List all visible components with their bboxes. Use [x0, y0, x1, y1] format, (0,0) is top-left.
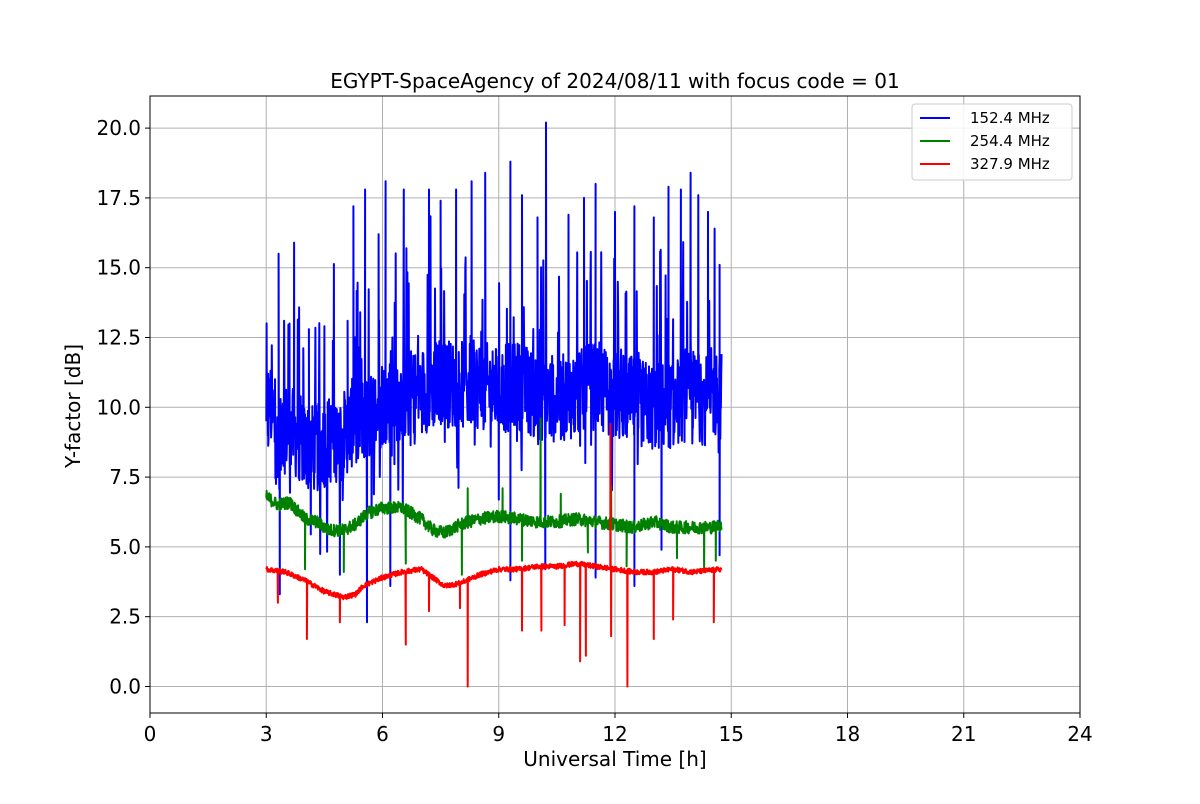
x-tick-label: 6 — [376, 722, 389, 746]
y-tick-label: 7.5 — [109, 465, 141, 489]
series-line-3 — [265, 423, 723, 688]
x-tick-label: 18 — [835, 722, 860, 746]
x-tick-label: 21 — [951, 722, 976, 746]
x-tick-label: 0 — [144, 722, 157, 746]
x-tick-label: 12 — [602, 722, 627, 746]
y-tick-label: 17.5 — [96, 186, 141, 210]
y-tick-label: 10.0 — [96, 395, 141, 419]
series-line-1 — [265, 121, 723, 624]
y-tick-label: 5.0 — [109, 535, 141, 559]
y-tick-label: 15.0 — [96, 256, 141, 280]
y-axis-ticks: 0.0 2.5 5.0 7.5 10.0 12.5 15.0 17.5 20.0 — [96, 116, 150, 698]
y-tick-label: 20.0 — [96, 116, 141, 140]
x-axis-ticks: 0 3 6 9 12 15 18 21 24 — [144, 713, 1093, 746]
legend-label: 152.4 MHz — [970, 109, 1050, 127]
y-tick-label: 2.5 — [109, 605, 141, 629]
legend-box — [911, 103, 1073, 181]
y-tick-label: 0.0 — [109, 674, 141, 698]
legend-label: 254.4 MHz — [970, 132, 1050, 150]
plot-series — [265, 121, 723, 688]
x-tick-label: 24 — [1067, 722, 1092, 746]
series-line-2 — [265, 417, 723, 576]
x-tick-label: 9 — [492, 722, 505, 746]
legend-label: 327.9 MHz — [970, 155, 1050, 173]
y-tick-label: 12.5 — [96, 325, 141, 349]
x-tick-label: 3 — [260, 722, 273, 746]
chart-title: EGYPT-SpaceAgency of 2024/08/11 with foc… — [330, 69, 899, 93]
x-tick-label: 15 — [719, 722, 744, 746]
legend: 152.4 MHz 254.4 MHz 327.9 MHz — [911, 103, 1073, 181]
y-axis-label: Y-factor [dB] — [61, 344, 85, 469]
x-axis-label: Universal Time [h] — [523, 747, 706, 771]
